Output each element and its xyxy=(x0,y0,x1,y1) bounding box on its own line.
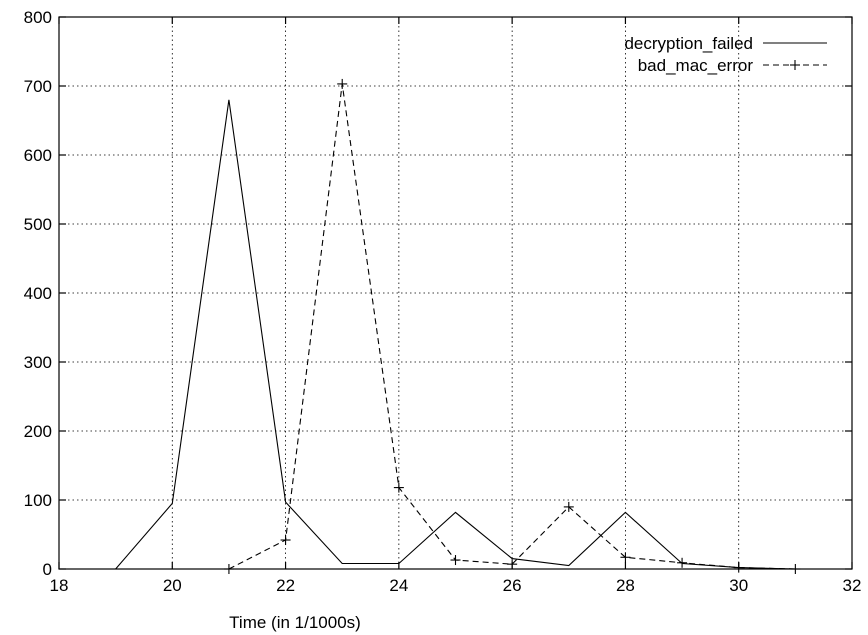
y-tick-label: 300 xyxy=(24,353,52,372)
series-layer xyxy=(115,78,852,574)
x-tick-label: 18 xyxy=(50,576,69,595)
grid-lines xyxy=(59,17,852,569)
data-point-bad-mac-error xyxy=(393,482,404,493)
series-line-bad-mac-error xyxy=(228,83,796,570)
y-tick-label: 200 xyxy=(24,422,52,441)
data-point-bad-mac-error xyxy=(450,555,461,566)
series-line-decryption-failed xyxy=(115,99,852,570)
y-tick-label: 700 xyxy=(24,77,52,96)
data-point-bad-mac-error xyxy=(563,501,574,512)
y-tick-label: 600 xyxy=(24,146,52,165)
legend-label-decryption-failed: decryption_failed xyxy=(624,34,753,53)
y-tick-label: 100 xyxy=(24,491,52,510)
data-point-bad-mac-error xyxy=(337,78,348,89)
data-point-bad-mac-error xyxy=(620,552,631,563)
x-tick-label: 32 xyxy=(843,576,862,595)
y-tick-label: 500 xyxy=(24,215,52,234)
y-tick-label: 800 xyxy=(24,8,52,27)
axis-ticks: 18 20 22 24 26 28 30 32 0 100 200 300 400 500 600 700 80… xyxy=(24,8,862,595)
legend: decryption_failed bad_mac_error xyxy=(624,34,827,75)
x-tick-label: 20 xyxy=(163,576,182,595)
data-point-bad-mac-error xyxy=(677,557,688,568)
x-tick-label: 24 xyxy=(389,576,408,595)
x-tick-label: 30 xyxy=(729,576,748,595)
x-axis-label: Time (in 1/1000s) xyxy=(229,613,361,632)
x-tick-label: 26 xyxy=(503,576,522,595)
y-tick-label: 0 xyxy=(43,560,52,579)
legend-label-bad-mac-error: bad_mac_error xyxy=(638,56,754,75)
x-tick-label: 28 xyxy=(616,576,635,595)
x-tick-label: 22 xyxy=(276,576,295,595)
y-tick-label: 400 xyxy=(24,284,52,303)
data-point-bad-mac-error xyxy=(280,535,291,546)
